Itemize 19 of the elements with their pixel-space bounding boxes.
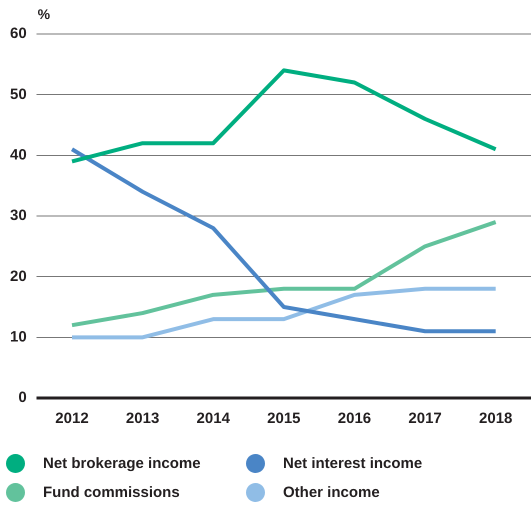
legend-label: Fund commissions xyxy=(43,484,180,501)
y-tick-label: 0 xyxy=(18,389,27,406)
legend-label: Net interest income xyxy=(283,455,422,472)
legend-label: Net brokerage income xyxy=(43,455,201,472)
x-tick-label: 2017 xyxy=(408,410,442,428)
x-tick-label: 2018 xyxy=(479,410,512,428)
x-tick-label: 2012 xyxy=(55,410,89,428)
x-tick-label: 2016 xyxy=(338,410,372,428)
x-tick-label: 2013 xyxy=(126,410,160,428)
y-axis-title: % xyxy=(38,6,51,22)
y-tick-label: 50 xyxy=(10,86,27,103)
x-tick-label: 2014 xyxy=(196,410,231,428)
y-tick-label: 60 xyxy=(10,25,27,42)
y-tick-label: 30 xyxy=(10,207,27,224)
x-tick-label: 2015 xyxy=(267,410,301,428)
legend-label: Other income xyxy=(283,484,380,501)
y-tick-label: 20 xyxy=(10,268,27,285)
y-tick-label: 10 xyxy=(10,328,27,346)
y-tick-label: 40 xyxy=(10,146,27,164)
